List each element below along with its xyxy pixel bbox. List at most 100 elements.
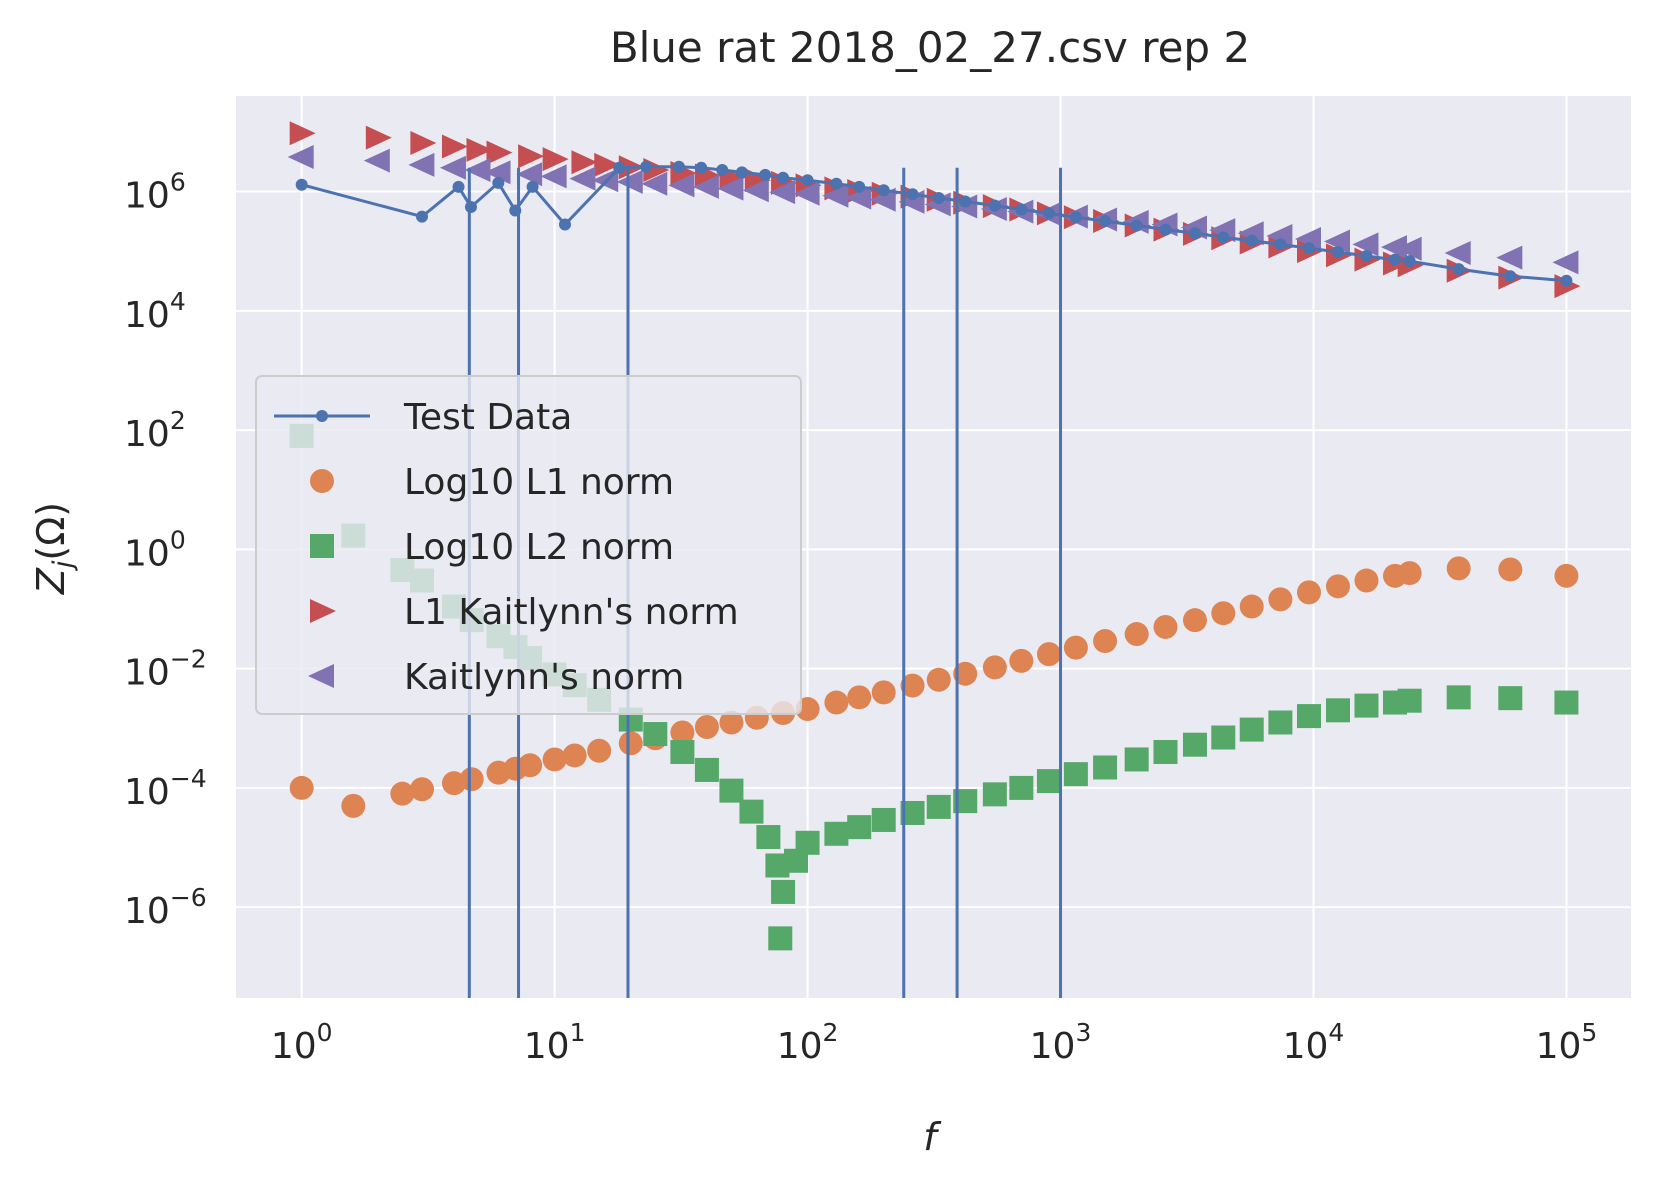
data-point [641, 171, 668, 196]
data-point [1266, 223, 1293, 248]
y-tick-exponent: 2 [170, 406, 186, 435]
test-data-point [1217, 231, 1230, 244]
y-tick-label: 10−6 [124, 883, 207, 932]
data-point [1397, 561, 1422, 586]
test-data-point [959, 195, 972, 208]
test-data-point [640, 160, 653, 173]
y-tick-base: 10 [124, 414, 170, 455]
y-tick-base: 10 [124, 772, 170, 813]
x-tick-label: 104 [1283, 1018, 1345, 1067]
data-point [694, 757, 719, 782]
test-data-point [509, 204, 522, 217]
legend-label: Kaitlynn's norm [404, 657, 684, 698]
test-data-point [492, 176, 505, 189]
x-tick-label: 101 [524, 1018, 586, 1067]
data-point [1268, 587, 1293, 612]
data-point [1211, 725, 1236, 750]
data-point [926, 794, 951, 819]
test-data-point [1015, 203, 1028, 216]
data-point [769, 180, 796, 205]
data-point [1397, 688, 1422, 713]
test-data-point [1560, 274, 1573, 287]
legend-label: L1 Kaitlynn's norm [404, 592, 739, 633]
x-tick-exponent: 0 [317, 1018, 333, 1047]
legend-marker [308, 664, 334, 688]
data-point [569, 166, 596, 191]
data-point [1182, 608, 1207, 633]
x-tick-exponent: 5 [1581, 1018, 1597, 1047]
legend: Test Data Log10 L1 norm Log10 L2 norm L1 Ka… [255, 375, 802, 715]
data-point [618, 731, 643, 756]
data-point [542, 747, 567, 772]
data-point [1554, 563, 1579, 588]
data-point [571, 150, 598, 175]
data-point [464, 157, 491, 182]
y-tick-exponent: −6 [170, 883, 207, 912]
test-data-point [1302, 242, 1315, 255]
x-tick-base: 10 [1030, 1026, 1076, 1067]
legend-marker [310, 599, 336, 623]
data-point [1446, 556, 1471, 581]
y-axis-label-text: Zj(Ω) [29, 502, 79, 595]
x-tick-base: 10 [1536, 1026, 1582, 1067]
data-point [982, 782, 1007, 807]
x-tick-label: 100 [271, 1018, 333, 1067]
data-point [739, 799, 764, 824]
y-tick-exponent: 0 [170, 525, 186, 554]
x-tick-base: 10 [777, 1026, 823, 1067]
test-data-point [558, 218, 571, 231]
data-point [1444, 241, 1471, 266]
test-data-point [932, 191, 945, 204]
test-data-point [877, 184, 890, 197]
y-tick-label: 10−4 [124, 764, 207, 813]
y-label-symbol: Z [29, 567, 73, 595]
data-point [771, 879, 796, 904]
legend-box [255, 375, 802, 715]
data-point [869, 187, 896, 212]
y-tick-label: 102 [124, 406, 186, 455]
data-point [1239, 594, 1264, 619]
data-point [1325, 574, 1350, 599]
data-point [1211, 601, 1236, 626]
data-point [1063, 635, 1088, 660]
x-axis-label: f [923, 1115, 942, 1159]
data-point [1380, 235, 1407, 260]
data-point [1009, 775, 1034, 800]
data-point [518, 753, 543, 778]
x-tick-exponent: 3 [1075, 1018, 1091, 1047]
data-point [408, 152, 435, 177]
x-tick-exponent: 1 [570, 1018, 586, 1047]
data-point [287, 144, 314, 169]
test-data-point [295, 178, 308, 191]
data-point [1552, 250, 1579, 275]
data-point [459, 767, 484, 792]
data-point [1182, 732, 1207, 757]
data-point [717, 176, 744, 201]
data-point [982, 655, 1007, 680]
test-data-point [464, 201, 477, 214]
y-tick-exponent: −2 [170, 645, 207, 674]
data-point [390, 781, 415, 806]
y-tick-base: 10 [124, 653, 170, 694]
data-point [1325, 698, 1350, 723]
test-data-point [1274, 238, 1287, 251]
data-point [670, 740, 695, 765]
data-point [847, 685, 872, 710]
data-point [365, 125, 392, 150]
data-point [1554, 690, 1579, 715]
data-point [562, 743, 587, 768]
y-tick-base: 10 [124, 891, 170, 932]
data-point [1153, 614, 1178, 639]
data-point [410, 131, 437, 156]
data-point [1395, 236, 1422, 261]
data-point [518, 144, 545, 169]
test-data-point [415, 210, 428, 223]
data-point [439, 155, 466, 180]
data-point [926, 667, 951, 692]
data-point [1153, 740, 1178, 765]
data-point [540, 164, 567, 189]
test-data-point [801, 174, 814, 187]
test-data-point [735, 166, 748, 179]
test-data-point [1042, 207, 1055, 220]
data-point [1093, 629, 1118, 654]
